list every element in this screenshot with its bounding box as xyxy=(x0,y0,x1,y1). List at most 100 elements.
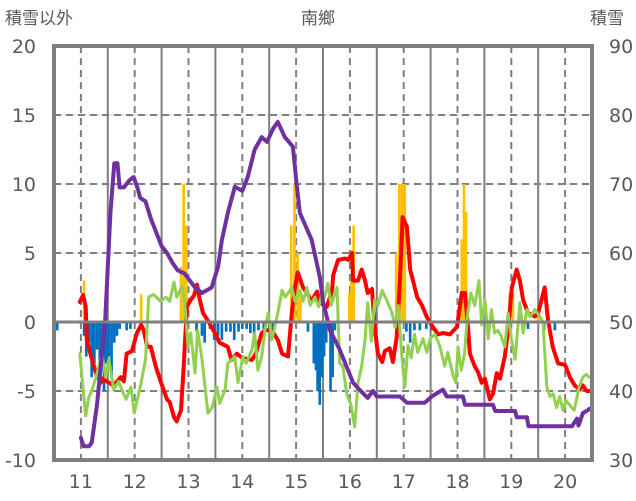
bar-negative xyxy=(118,322,121,329)
left-axis-label: 積雪以外 xyxy=(5,9,73,29)
x-tick: 18 xyxy=(445,471,469,493)
bar-negative xyxy=(115,322,119,336)
bar-positive xyxy=(511,293,515,322)
bar-negative xyxy=(312,322,316,364)
series-line-green xyxy=(78,279,591,429)
bar-negative xyxy=(306,322,310,332)
y-tick-left: -10 xyxy=(5,450,36,472)
bar-negative xyxy=(320,322,324,378)
y-tick-right: 70 xyxy=(609,174,633,196)
bar-negative xyxy=(257,322,260,331)
y-tick-left: 5 xyxy=(24,243,36,265)
bar-negative xyxy=(314,322,318,371)
bar-positive xyxy=(179,266,183,322)
bar-negative xyxy=(220,322,224,340)
bar-negative xyxy=(240,322,244,329)
y-tick-left: -5 xyxy=(17,381,36,403)
x-tick: 14 xyxy=(230,471,254,493)
x-tick: 11 xyxy=(69,471,93,493)
bar-positive xyxy=(464,211,468,322)
plot-frame xyxy=(52,44,594,462)
bar-negative xyxy=(98,322,102,378)
plot-border xyxy=(52,44,594,462)
series-lines xyxy=(77,119,592,449)
bar-negative xyxy=(112,322,116,343)
bar-negative xyxy=(107,322,111,357)
y-tick-left: 15 xyxy=(12,105,36,127)
bar-negative xyxy=(129,322,132,329)
bar-negative xyxy=(262,322,266,329)
bar-negative xyxy=(224,322,228,332)
bar-negative xyxy=(408,322,412,343)
bar-negative xyxy=(526,322,530,329)
bar-negative xyxy=(413,322,416,331)
x-tick: 12 xyxy=(123,471,147,493)
bar-positive xyxy=(182,184,186,322)
bar-negative xyxy=(271,322,275,332)
right-axis-label: 積雪 xyxy=(590,9,624,29)
y-tick-left: 20 xyxy=(12,36,36,58)
bar-negative xyxy=(200,322,204,336)
bar-negative xyxy=(82,322,86,336)
bar-negative xyxy=(405,322,408,332)
bar-positive xyxy=(350,280,353,322)
bar-positive xyxy=(299,294,302,322)
bar-negative xyxy=(252,322,256,336)
y-tick-right: 40 xyxy=(609,381,633,403)
bar-negative xyxy=(102,322,106,391)
bar-negative xyxy=(331,322,335,378)
bar-negative xyxy=(195,322,198,332)
bar-negative xyxy=(104,322,108,364)
bar-negative xyxy=(424,322,428,329)
y-tick-left: 0 xyxy=(24,312,36,334)
bar-negative xyxy=(553,322,557,331)
bar-negative xyxy=(125,322,128,331)
x-tick: 20 xyxy=(553,471,577,493)
bar-negative xyxy=(203,322,206,343)
bar-negative xyxy=(316,322,319,391)
y-tick-right: 30 xyxy=(609,450,633,472)
bar-positive xyxy=(296,253,300,322)
grid xyxy=(54,46,592,460)
bar-negative xyxy=(95,322,99,350)
bar-negative xyxy=(245,322,248,329)
bar-positive xyxy=(403,184,407,322)
bar-negative xyxy=(216,322,220,336)
chart-title: 南鄉 xyxy=(301,9,335,29)
bar-negative xyxy=(418,322,422,331)
bar-negative xyxy=(229,322,232,332)
bar-positive xyxy=(348,293,351,322)
bar-negative xyxy=(322,322,326,357)
bar-negative xyxy=(333,322,337,331)
y-tick-right: 80 xyxy=(609,105,633,127)
bar-negative xyxy=(329,322,332,391)
bar-positive xyxy=(293,184,296,322)
y-tick-right: 50 xyxy=(609,312,633,334)
bar-negative xyxy=(237,322,240,332)
x-tick: 17 xyxy=(392,471,416,493)
bar-negative xyxy=(232,322,236,340)
x-tick: 15 xyxy=(284,471,308,493)
bar-negative xyxy=(110,322,113,378)
y-tick-right: 90 xyxy=(609,36,633,58)
bar-positive xyxy=(462,184,466,322)
x-tick: 16 xyxy=(338,471,362,493)
bar-negative xyxy=(55,322,59,331)
bar-negative xyxy=(324,322,328,343)
bar-negative xyxy=(93,322,96,364)
bar-positive xyxy=(139,294,143,322)
series-line-red xyxy=(77,215,592,424)
x-tick: 19 xyxy=(499,471,523,493)
bar-negative xyxy=(87,322,91,343)
bar-positive xyxy=(460,239,464,322)
bar-positive xyxy=(289,225,293,322)
bar-positive xyxy=(394,253,398,322)
bar-negative xyxy=(318,322,322,405)
x-tick: 13 xyxy=(176,471,200,493)
series-line-purple xyxy=(78,119,592,449)
y-tick-left: 10 xyxy=(12,174,36,196)
bar-negative xyxy=(249,322,252,334)
y-tick-right: 60 xyxy=(609,243,633,265)
